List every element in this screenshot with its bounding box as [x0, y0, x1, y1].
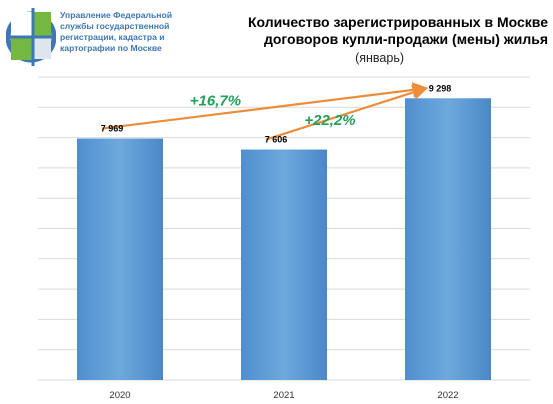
x-tick-2022: 2022: [437, 390, 458, 401]
value-label-2021: 7 606: [265, 135, 288, 145]
growth-label-2021-2022: +22,2%: [304, 112, 355, 129]
labels: 7 969 2020 7 606 2021 9 298 2022: [101, 83, 459, 401]
value-label-2022: 9 298: [429, 83, 452, 93]
value-label-2020: 7 969: [101, 124, 124, 134]
growth-arrow-2021-2022: [265, 84, 429, 141]
chart-title: Количество зарегистрированных в Москве д…: [170, 14, 548, 48]
bar-2021: [241, 149, 327, 380]
title-line-1: Количество зарегистрированных в Москве: [247, 14, 548, 30]
x-tick-2020: 2020: [109, 390, 130, 401]
bar-2020: [77, 138, 163, 380]
rosreestr-logo: [6, 8, 56, 66]
bar-2022: [405, 98, 491, 380]
agency-name: Управление Федеральной службы государств…: [60, 10, 173, 53]
bars: [77, 98, 491, 380]
growth-arrows: +16,7% +22,2%: [101, 82, 429, 141]
title-line-2: договоров купли-продажи (мены) жилья: [263, 31, 548, 47]
chart-subtitle: (январь): [355, 51, 404, 65]
growth-arrow-2020-2022: [101, 82, 429, 130]
growth-label-2020-2022: +16,7%: [190, 92, 241, 109]
x-tick-2021: 2021: [273, 390, 294, 401]
